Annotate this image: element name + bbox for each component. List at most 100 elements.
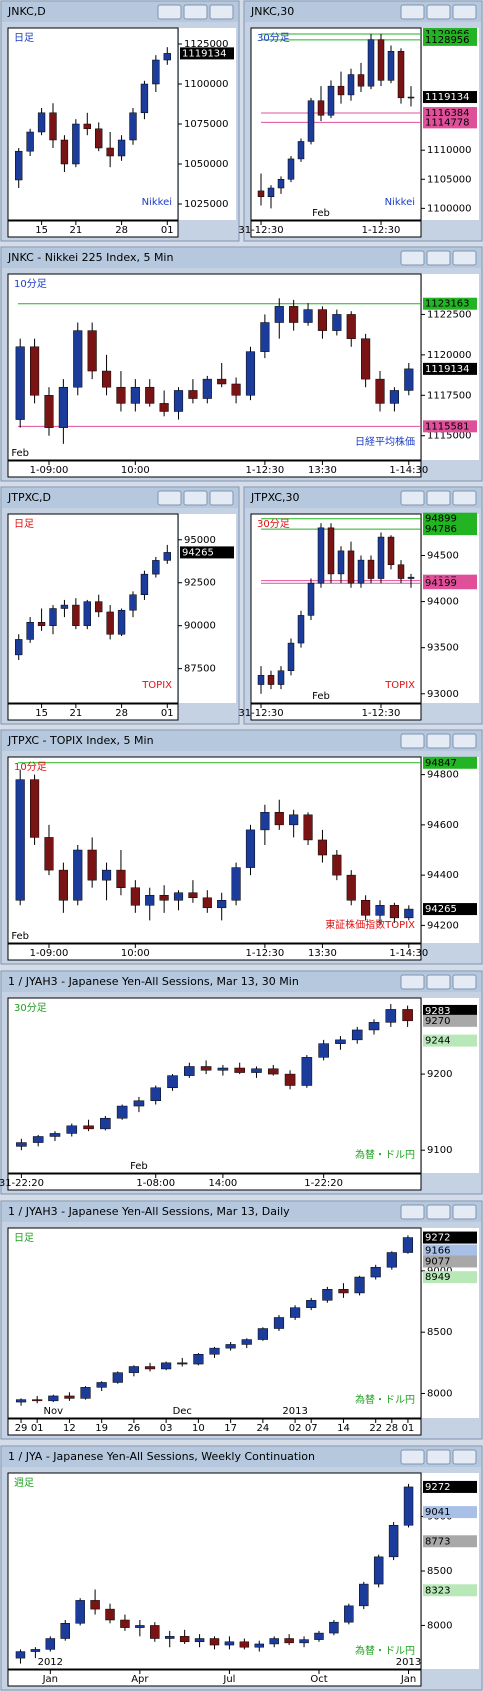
period-label: Feb bbox=[312, 208, 330, 219]
candle-body bbox=[44, 395, 54, 428]
maximize-button[interactable] bbox=[426, 490, 451, 506]
minimize-button[interactable] bbox=[157, 490, 182, 506]
candle-body bbox=[397, 51, 405, 99]
candle-body bbox=[245, 351, 256, 396]
plot-area bbox=[7, 997, 422, 1174]
candle-body bbox=[87, 330, 97, 372]
candle-body bbox=[274, 306, 284, 323]
maximize-button[interactable] bbox=[426, 1204, 451, 1220]
y-tick-label: 94800 bbox=[427, 770, 459, 781]
minimize-button[interactable] bbox=[400, 733, 425, 749]
candle-body bbox=[301, 1057, 313, 1086]
x-tick-label: 01 bbox=[31, 1423, 44, 1434]
price-tag bbox=[423, 1004, 477, 1017]
chart-label: 10分足 bbox=[14, 761, 47, 773]
close-button[interactable] bbox=[452, 490, 477, 506]
candle-body bbox=[37, 621, 46, 626]
price-tag-label: 1114778 bbox=[425, 117, 470, 128]
minimize-button[interactable] bbox=[400, 490, 425, 506]
candle-body bbox=[15, 1399, 27, 1403]
plot-area bbox=[7, 513, 179, 704]
maximize-button[interactable] bbox=[426, 250, 451, 266]
close-button[interactable] bbox=[452, 250, 477, 266]
candle-body bbox=[83, 601, 91, 626]
candle-body bbox=[332, 854, 342, 876]
candle-body bbox=[72, 123, 80, 165]
period-label: Dec bbox=[173, 1406, 192, 1417]
candle-body bbox=[152, 59, 160, 85]
candle-body bbox=[314, 1632, 324, 1640]
candle-body bbox=[231, 383, 241, 396]
y-tick-label: 8000 bbox=[427, 1620, 452, 1631]
candle-body bbox=[354, 1276, 365, 1294]
candle-body bbox=[303, 309, 313, 323]
chart-label: 30分足 bbox=[257, 518, 290, 530]
candle-body bbox=[209, 1638, 220, 1646]
candle-body bbox=[225, 1344, 236, 1349]
candle-body bbox=[159, 403, 169, 412]
candle-body bbox=[95, 601, 103, 613]
maximize-button[interactable] bbox=[183, 490, 208, 506]
maximize-button[interactable] bbox=[426, 1449, 451, 1465]
chart-label: 30分足 bbox=[14, 1002, 47, 1014]
x-tick-label: 01 bbox=[402, 1423, 415, 1434]
candle-body bbox=[347, 74, 355, 96]
close-button[interactable] bbox=[452, 1204, 477, 1220]
candle-body bbox=[80, 1387, 91, 1399]
close-button[interactable] bbox=[452, 1449, 477, 1465]
price-tag-label: 9270 bbox=[425, 1016, 450, 1027]
candle-body bbox=[75, 1600, 85, 1624]
maximize-button[interactable] bbox=[426, 733, 451, 749]
maximize-button[interactable] bbox=[426, 974, 451, 990]
y-tick-label: 93500 bbox=[427, 643, 459, 654]
minimize-button[interactable] bbox=[400, 974, 425, 990]
x-tick-label: 13:30 bbox=[308, 465, 337, 476]
candle-body bbox=[402, 1009, 413, 1022]
close-button[interactable] bbox=[209, 4, 234, 20]
candle-body bbox=[72, 604, 80, 626]
candle-body bbox=[49, 112, 57, 141]
candle-body bbox=[95, 128, 103, 149]
minimize-button[interactable] bbox=[400, 1204, 425, 1220]
chart-label: 日足 bbox=[14, 518, 34, 530]
close-button[interactable] bbox=[209, 490, 234, 506]
maximize-button[interactable] bbox=[183, 4, 208, 20]
price-tag bbox=[423, 1244, 477, 1257]
y-tick-label: 1075000 bbox=[184, 119, 229, 130]
minimize-button[interactable] bbox=[157, 4, 182, 20]
price-tag-label: 1115581 bbox=[425, 421, 470, 432]
y-tick-label: 8500 bbox=[427, 1327, 452, 1338]
time-axis bbox=[7, 703, 179, 721]
candle-body bbox=[389, 905, 399, 919]
plot-area bbox=[7, 273, 422, 461]
period-label: Feb bbox=[11, 931, 29, 942]
candle-body bbox=[257, 190, 265, 197]
candle-body bbox=[407, 576, 415, 579]
candle-body bbox=[335, 1039, 346, 1044]
minimize-button[interactable] bbox=[400, 1449, 425, 1465]
close-button[interactable] bbox=[452, 4, 477, 20]
candle-body bbox=[48, 1395, 59, 1402]
candle-body bbox=[217, 378, 227, 385]
candle-body bbox=[116, 386, 126, 404]
price-tag-label: 9077 bbox=[425, 1256, 450, 1267]
minimize-button[interactable] bbox=[400, 4, 425, 20]
price-tag bbox=[423, 1506, 477, 1519]
chart-label: 日足 bbox=[14, 1232, 34, 1244]
candle-body bbox=[407, 96, 415, 99]
x-tick-label: 26 bbox=[128, 1423, 141, 1434]
window-title: JTPXC - TOPIX Index, 5 Min bbox=[7, 734, 154, 747]
price-tag-label: 8323 bbox=[425, 1585, 450, 1596]
x-tick-label: 1-09:00 bbox=[30, 948, 69, 959]
close-button[interactable] bbox=[452, 733, 477, 749]
maximize-button[interactable] bbox=[426, 4, 451, 20]
candle-body bbox=[179, 1636, 190, 1643]
candle-body bbox=[337, 550, 345, 575]
time-axis bbox=[7, 943, 422, 961]
y-tick-label: 1122500 bbox=[427, 309, 472, 320]
close-button[interactable] bbox=[452, 974, 477, 990]
minimize-button[interactable] bbox=[400, 250, 425, 266]
candle-body bbox=[329, 1621, 339, 1634]
candle-body bbox=[144, 1366, 156, 1370]
